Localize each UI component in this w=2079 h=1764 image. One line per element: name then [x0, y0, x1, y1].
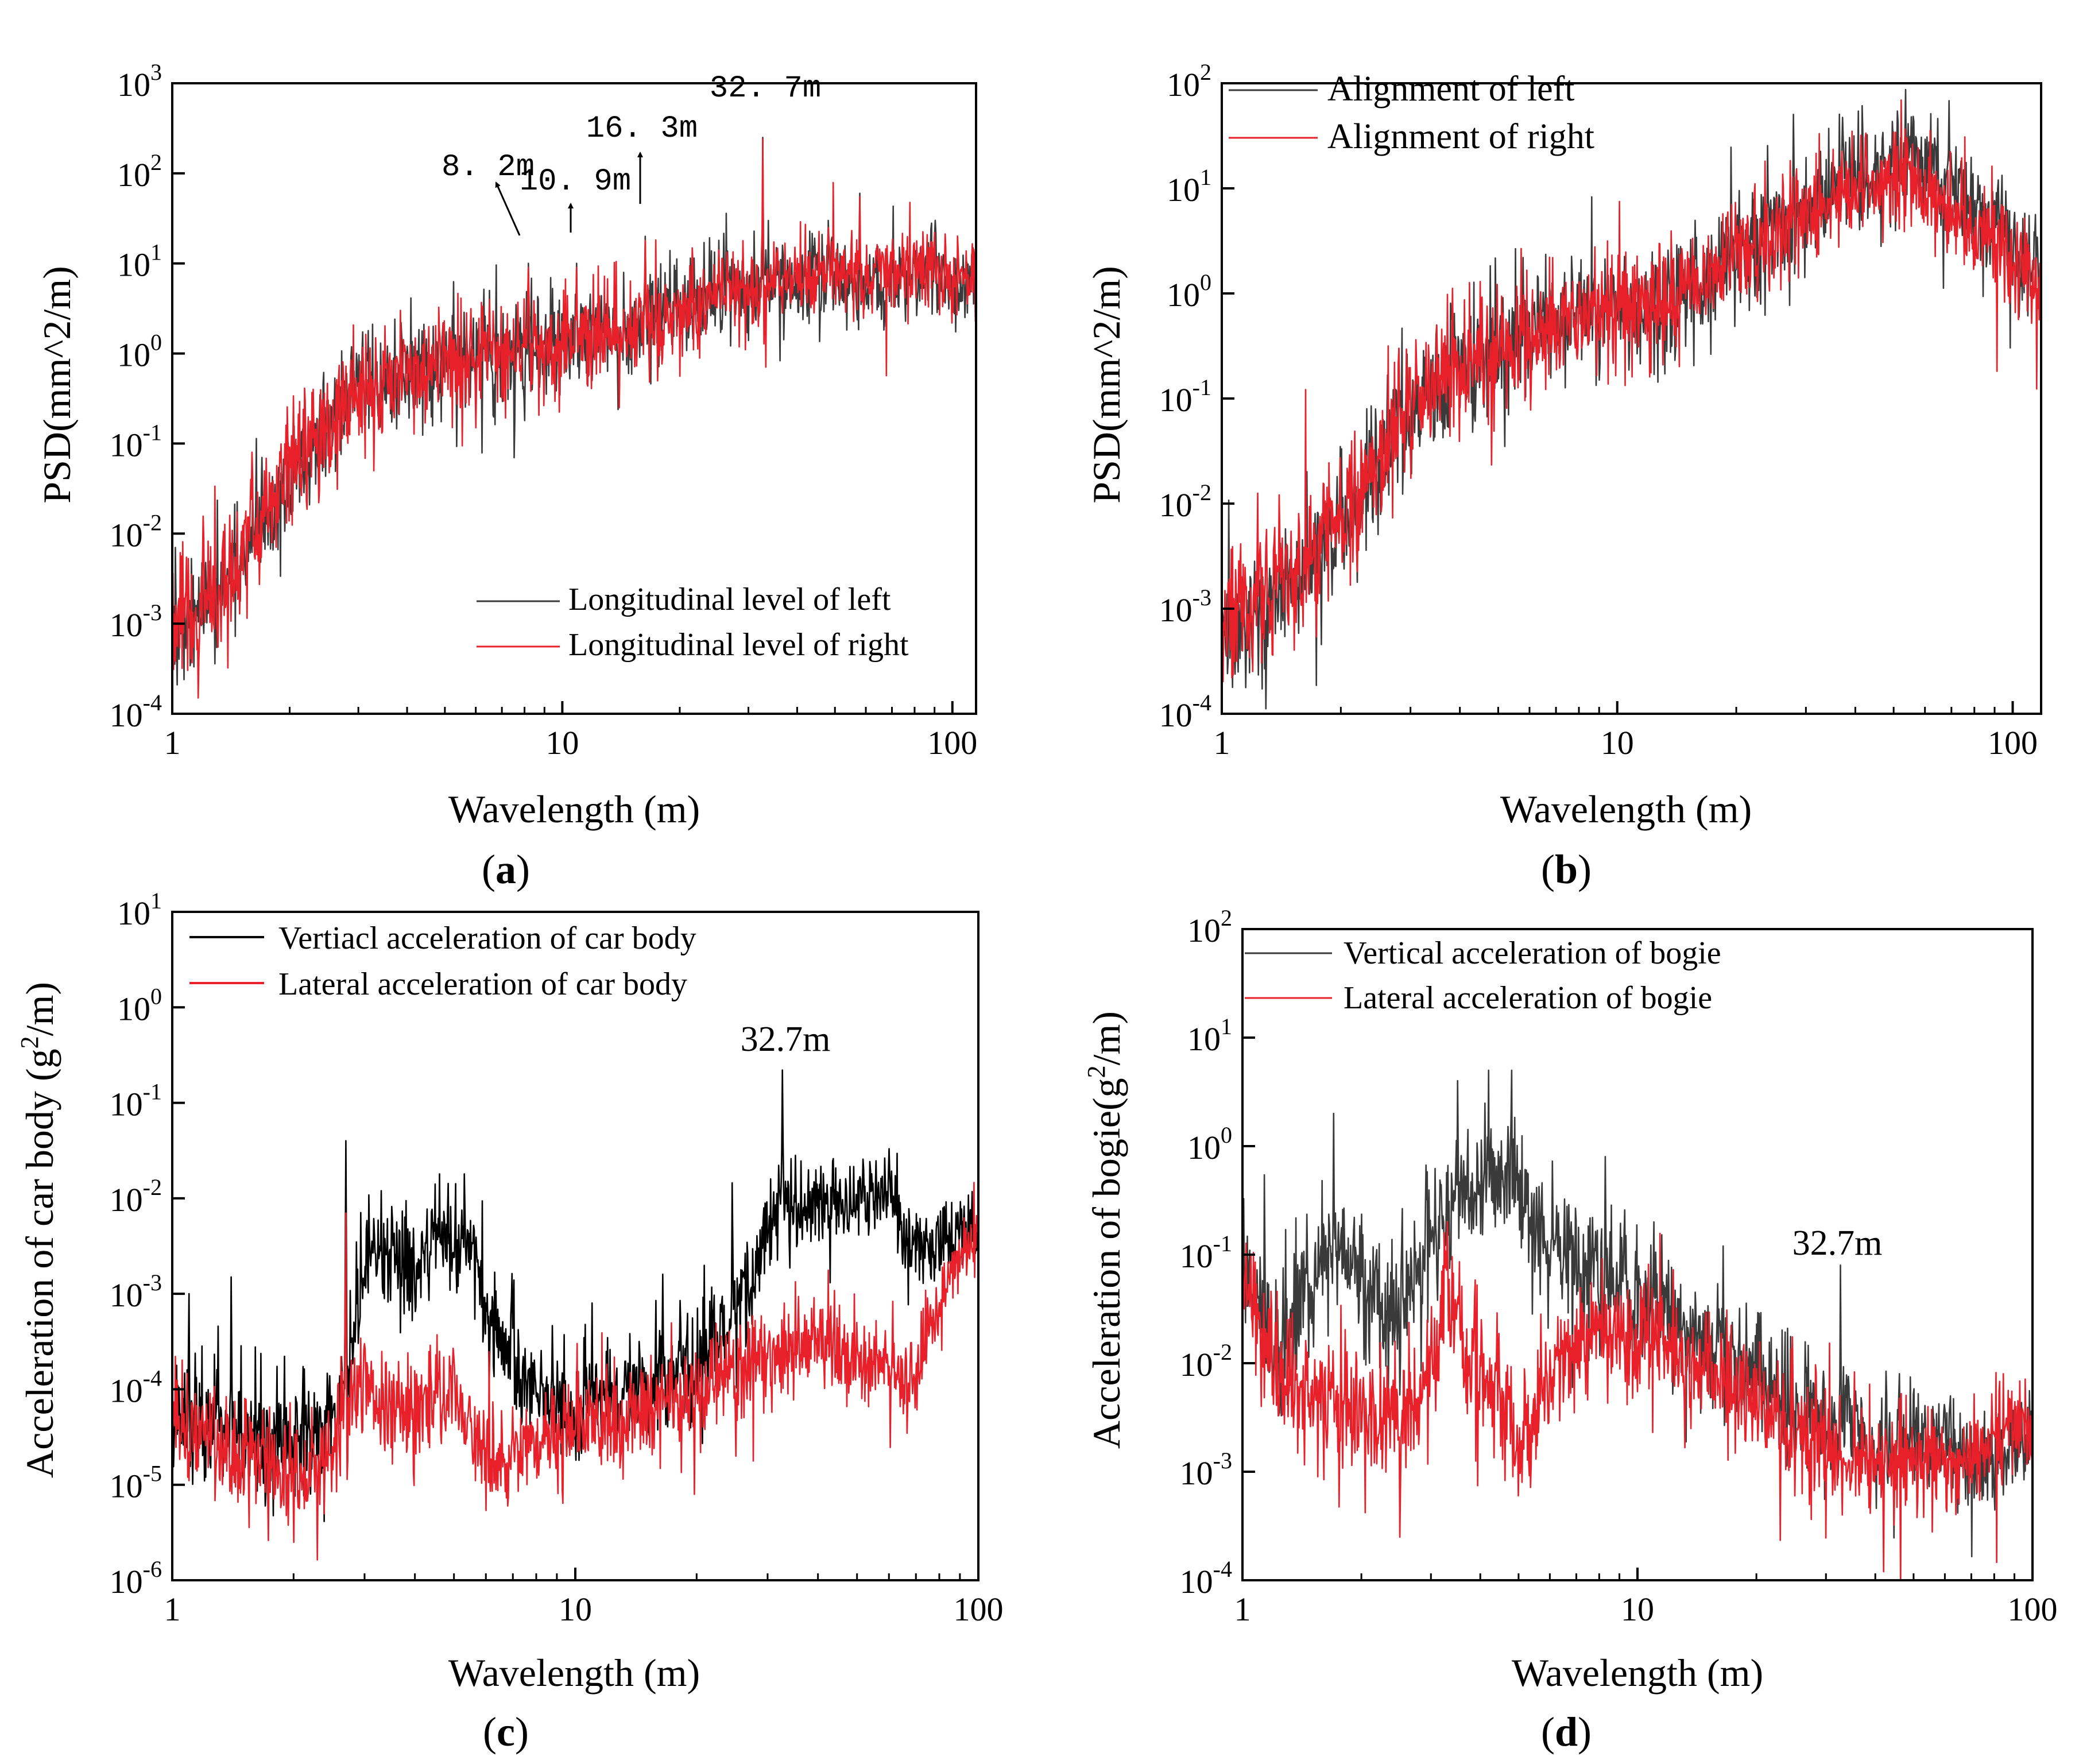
- ytick-label-a: 103: [117, 59, 162, 103]
- panel-b: 1 10 100 10-4 10-3 10-2 10-1 100 101 102 Waveleng…: [1085, 59, 2042, 831]
- series-line-d-red: [1242, 1221, 2032, 1580]
- ytick-label-c: 10-5: [110, 1461, 162, 1505]
- ytick-label-a: 10-3: [110, 599, 162, 644]
- legend-d: Vertical acceleration of bogie Lateral a…: [1245, 935, 1721, 1016]
- plot-area-d: 1 10 100 10-4 10-3 10-2 10-1 100 101 102 32.7m: [1180, 905, 2058, 1628]
- ytick-label-b: 101: [1167, 164, 1211, 208]
- ytick-label-d: 100: [1187, 1122, 1232, 1166]
- series-line-c-red: [172, 1182, 978, 1561]
- ytick-label-c: 10-3: [110, 1270, 162, 1314]
- ytick-label-c: 10-2: [110, 1174, 162, 1218]
- legend-d-label-vertical: Vertical acceleration of bogie: [1344, 935, 1721, 971]
- annotation-label-a: 8. 2m: [442, 150, 535, 185]
- legend-a-label-left: Longitudinal level of left: [568, 582, 891, 617]
- xtick-label-c: 100: [954, 1591, 1004, 1628]
- ylabel-d-main: Acceleration of bogie(g: [1085, 1078, 1128, 1449]
- xtick-label-d: 100: [2008, 1591, 2058, 1628]
- xlabel-d: Wavelength (m): [1512, 1651, 1763, 1695]
- series-line-a-red: [172, 138, 976, 699]
- xtick-label-a: 10: [545, 724, 579, 761]
- ytick-label-b: 10-1: [1159, 374, 1211, 419]
- legend-c-label-lateral: Lateral acceleration of car body: [278, 966, 687, 1002]
- caption-b: (b): [1541, 846, 1592, 892]
- series-line-b-red: [1222, 99, 2041, 683]
- ytick-label-d: 102: [1187, 905, 1232, 949]
- annotation-label-a: 10. 9m: [520, 164, 631, 199]
- ylabel-c: Acceleration of car body (g2/m): [16, 982, 61, 1478]
- xlabel-b: Wavelength (m): [1500, 787, 1752, 831]
- series-line-d-black: [1242, 1069, 2032, 1558]
- xtick-label-c: 10: [559, 1591, 592, 1628]
- ytick-label-d: 101: [1187, 1013, 1232, 1058]
- ytick-label-b: 10-3: [1159, 585, 1211, 629]
- ytick-label-a: 100: [117, 330, 162, 374]
- xtick-label-a: 1: [164, 724, 181, 761]
- xtick-label-d: 10: [1621, 1591, 1654, 1628]
- xlabel-c: Wavelength (m): [448, 1651, 700, 1695]
- xtick-label-b: 1: [1214, 724, 1230, 761]
- legend-c-label-vertical: Vertiacl acceleration of car body: [278, 920, 696, 956]
- ytick-label-a: 101: [117, 239, 162, 284]
- annotation-label-a: 32. 7m: [710, 71, 821, 106]
- ytick-label-d: 10-3: [1180, 1448, 1232, 1492]
- ytick-label-c: 10-1: [110, 1079, 162, 1123]
- xtick-label-c: 1: [164, 1591, 181, 1628]
- ytick-label-c: 10-4: [110, 1365, 162, 1409]
- ytick-label-a: 10-4: [110, 690, 162, 734]
- ytick-label-b: 10-2: [1159, 479, 1211, 524]
- plot-frame-a: [171, 82, 977, 715]
- caption-d: (d): [1541, 1709, 1592, 1755]
- xtick-label-a: 100: [927, 724, 977, 761]
- legend-b: Alignment of left Alignment of right: [1229, 69, 1594, 156]
- legend-c: Vertiacl acceleration of car body Latera…: [189, 920, 696, 1002]
- legend-b-label-left: Alignment of left: [1327, 69, 1574, 109]
- ytick-label-c: 101: [117, 888, 162, 932]
- ylabel-d: Acceleration of bogie(g2/m): [1082, 1011, 1128, 1449]
- ytick-label-b: 102: [1167, 59, 1211, 103]
- annotation-label-c: 32.7m: [741, 1020, 831, 1059]
- xlabel-a: Wavelength (m): [448, 787, 700, 831]
- annotation-label-d: 32.7m: [1792, 1224, 1883, 1263]
- ytick-label-c: 100: [117, 983, 162, 1027]
- ytick-label-b: 100: [1167, 269, 1211, 314]
- ytick-label-a: 10-2: [110, 509, 162, 554]
- ylabel-c-main: Acceleration of car body (g: [18, 1049, 61, 1478]
- panel-c: 1 10 100 10-6 10-5 10-4 10-3 10-2 10-1 100 101 32.7…: [16, 888, 1004, 1695]
- annotation-arrow-a: [495, 181, 521, 236]
- caption-c: (c): [483, 1709, 529, 1755]
- ytick-label-a: 102: [117, 149, 162, 194]
- ylabel-a: PSD(mm^2/m): [35, 266, 79, 504]
- xtick-label-b: 100: [1988, 724, 2038, 761]
- ytick-label-b: 10-4: [1159, 690, 1211, 734]
- ylabel-b: PSD(mm^2/m): [1085, 266, 1128, 504]
- plot-area-b: 1 10 100 10-4 10-3 10-2 10-1 100 101 102: [1159, 59, 2042, 761]
- caption-a: (a): [482, 846, 530, 892]
- legend-d-label-lateral: Lateral acceleration of bogie: [1344, 980, 1712, 1016]
- ytick-label-d: 10-4: [1180, 1556, 1232, 1600]
- xtick-label-d: 1: [1234, 1591, 1251, 1628]
- ytick-label-c: 10-6: [110, 1556, 162, 1600]
- legend-b-label-right: Alignment of right: [1327, 117, 1594, 156]
- xtick-label-b: 10: [1601, 724, 1634, 761]
- ylabel-c-sup: 2: [16, 1036, 44, 1049]
- legend-a: Longitudinal level of left Longitudinal …: [477, 582, 909, 663]
- legend-a-label-right: Longitudinal level of right: [568, 627, 909, 663]
- ylabel-d-sup: 2: [1082, 1065, 1110, 1078]
- annotation-label-a: 16. 3m: [586, 111, 698, 146]
- series-line-c-black: [172, 1069, 978, 1522]
- panel-d: 1 10 100 10-4 10-3 10-2 10-1 100 101 102 32.7m Wav…: [1082, 905, 2058, 1695]
- ytick-label-a: 10-1: [110, 419, 162, 463]
- ylabel-c-tail: /m): [18, 982, 61, 1036]
- ytick-label-d: 10-1: [1180, 1231, 1232, 1275]
- ylabel-d-tail: /m): [1085, 1011, 1128, 1065]
- plot-area-c: 1 10 100 10-6 10-5 10-4 10-3 10-2 10-1 100 101 32.7…: [110, 888, 1004, 1628]
- ytick-label-d: 10-2: [1180, 1339, 1232, 1383]
